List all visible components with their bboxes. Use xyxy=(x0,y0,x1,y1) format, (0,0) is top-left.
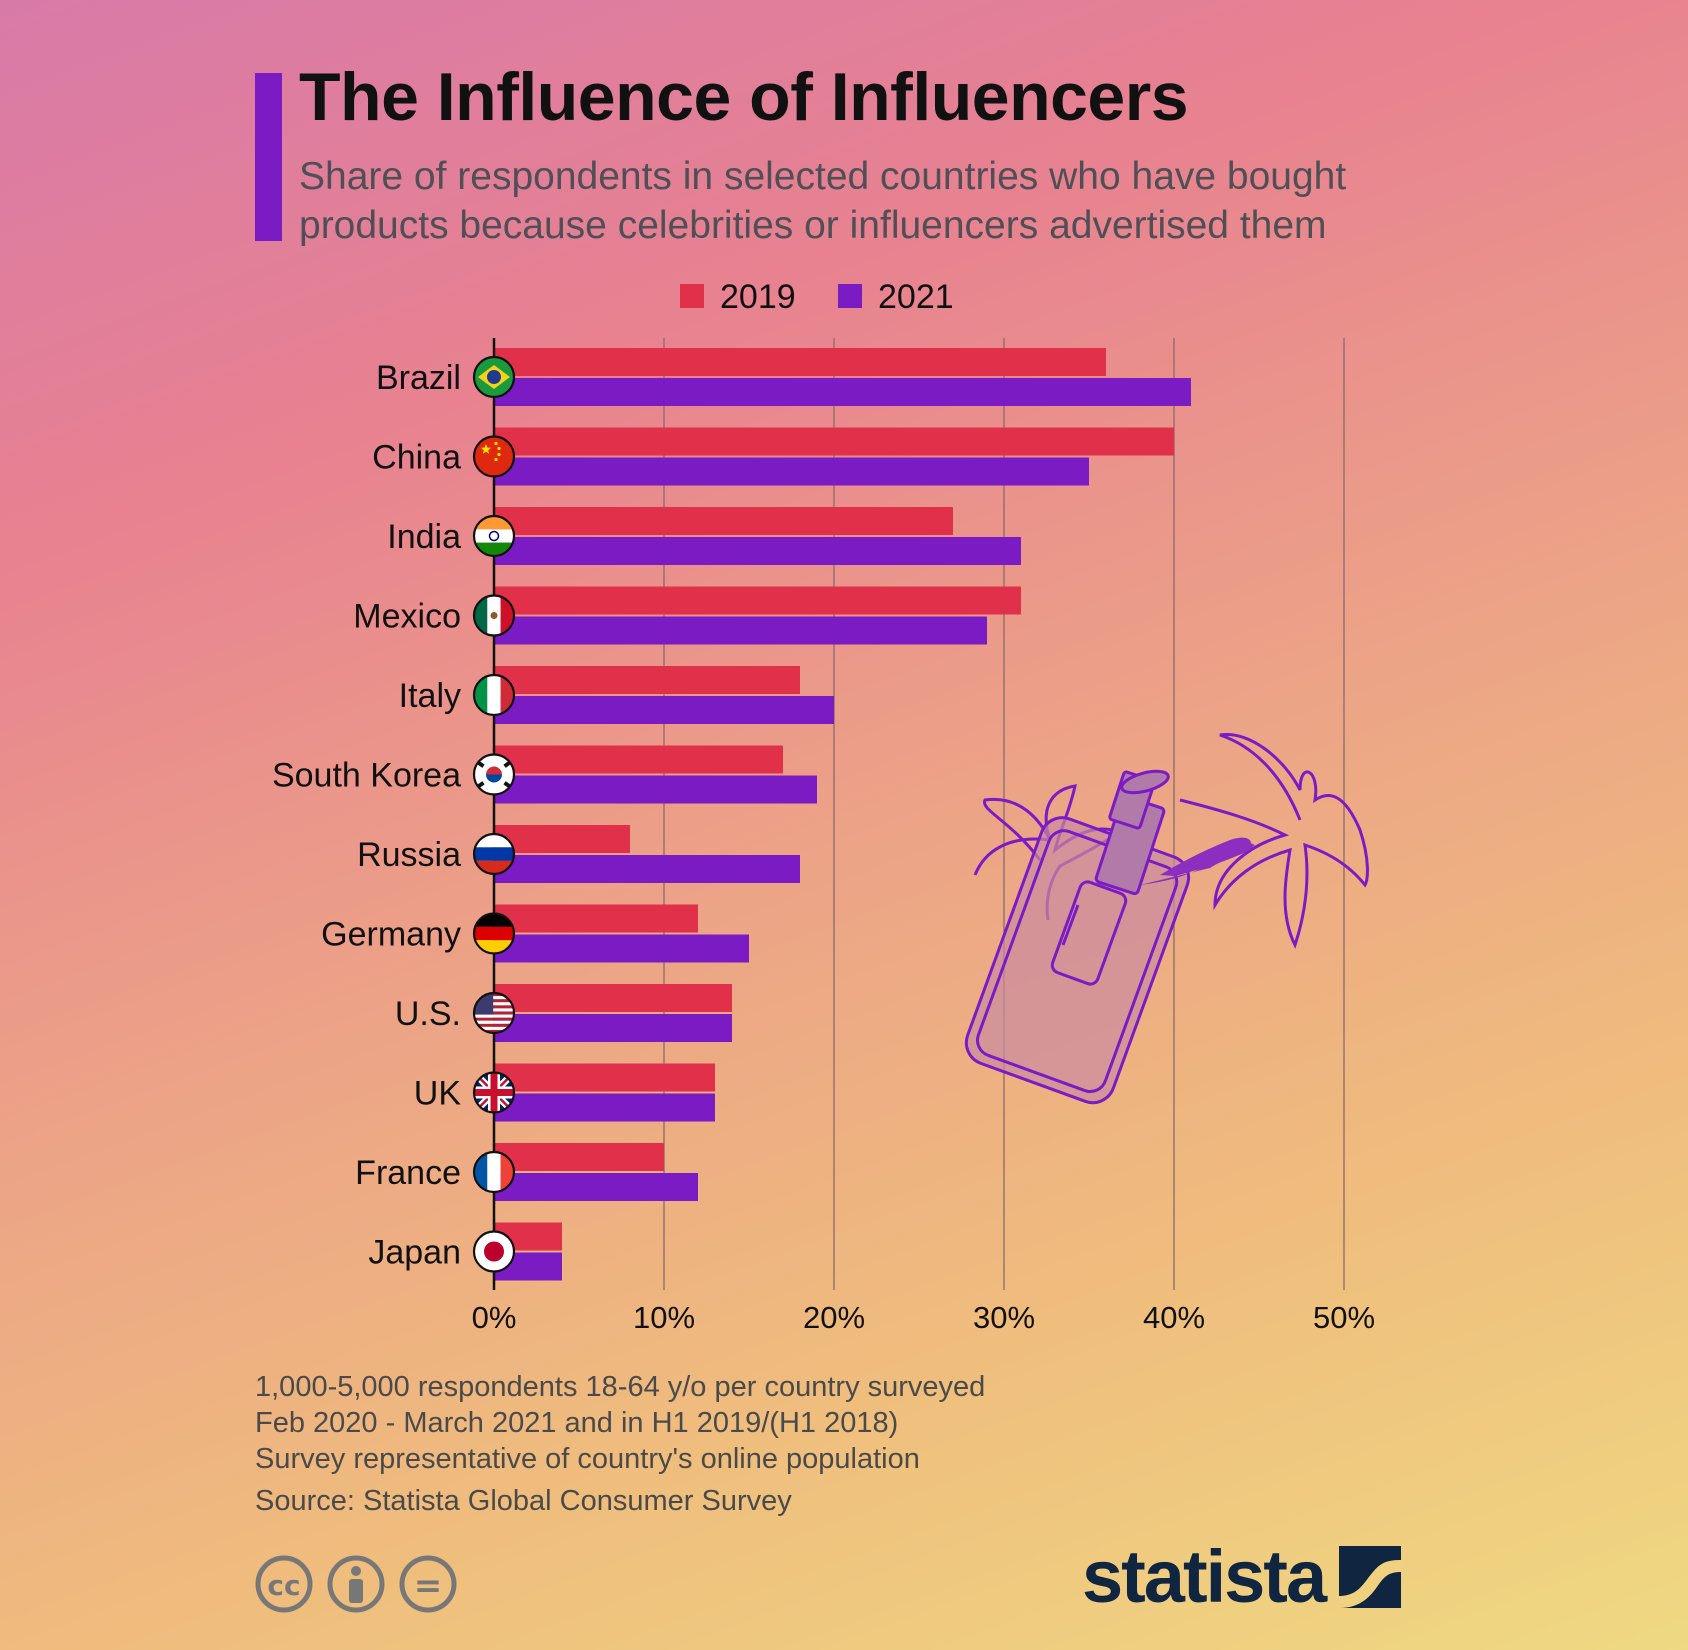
title-accent-bar xyxy=(255,73,282,241)
category-label: Russia xyxy=(357,836,461,874)
statista-logo-mark-icon xyxy=(1339,1546,1402,1608)
category-label: Brazil xyxy=(376,359,461,397)
bar-2019 xyxy=(494,745,783,774)
x-tick-label: 20% xyxy=(803,1300,865,1335)
statista-logo-text: statista xyxy=(1082,1535,1327,1618)
category-label: South Korea xyxy=(272,757,461,795)
bar-2019 xyxy=(494,1143,664,1171)
footnote-line-1: 1,000-5,000 respondents 18-64 y/o per co… xyxy=(255,1371,986,1403)
us-flag-icon xyxy=(472,991,516,1035)
bar-2021 xyxy=(494,696,834,724)
bar-chart: Brazil China India Mexico Italy South Korea Ru… xyxy=(272,278,1375,1335)
bar-2019 xyxy=(494,348,1106,376)
page-title: The Influence of Influencers xyxy=(299,59,1189,135)
phone-icon xyxy=(964,816,1191,1105)
category-label: India xyxy=(387,518,461,556)
bar-2021 xyxy=(494,537,1021,565)
category-label: China xyxy=(372,439,461,477)
attribution-icon[interactable] xyxy=(327,1555,385,1613)
footnote-line-3: Survey representative of country's onlin… xyxy=(255,1443,920,1475)
bar-2021 xyxy=(494,934,749,963)
bar-2019 xyxy=(494,666,800,694)
x-tick-label: 30% xyxy=(973,1300,1035,1335)
no-derivatives-icon[interactable]: = xyxy=(399,1555,457,1613)
category-label: U.S. xyxy=(395,995,461,1033)
source-note: Source: Statista Global Consumer Survey xyxy=(255,1485,792,1517)
italy-flag-icon xyxy=(472,673,516,717)
bar-2021 xyxy=(494,457,1089,486)
china-flag-icon xyxy=(472,435,516,478)
x-tick-label: 0% xyxy=(472,1300,517,1335)
x-tick-labels: 0% 10% 20% 30% 40% 50% xyxy=(472,1300,1375,1335)
cc-text: cc xyxy=(267,1569,300,1602)
bar-2019 xyxy=(494,904,698,933)
legend-swatch-2019 xyxy=(680,284,704,308)
statista-logo[interactable]: statista xyxy=(1082,1535,1402,1618)
palm-tree-icon xyxy=(1179,732,1369,949)
bar-2021 xyxy=(494,1014,732,1042)
legend-swatch-2021 xyxy=(838,284,862,308)
bar-2021 xyxy=(494,1173,698,1201)
germany-flag-icon xyxy=(472,912,516,955)
category-labels: Brazil China India Mexico Italy South Korea Ru… xyxy=(272,359,461,1272)
category-label: Germany xyxy=(321,916,461,954)
bar-2019 xyxy=(494,586,1021,615)
bar-2019 xyxy=(494,984,732,1012)
legend-label-2021: 2021 xyxy=(878,278,954,316)
subtitle-line-1: Share of respondents in selected countri… xyxy=(299,155,1347,198)
bar-2019 xyxy=(494,1063,715,1092)
bar-2021 xyxy=(494,616,987,645)
mexico-flag-icon xyxy=(472,594,516,637)
japan-flag-icon xyxy=(472,1230,516,1273)
influencer-phone-illustration xyxy=(964,732,1369,1105)
x-tick-label: 40% xyxy=(1143,1300,1205,1335)
category-label: Mexico xyxy=(353,598,461,636)
grid-lines xyxy=(663,338,1345,1290)
bar-2021 xyxy=(494,1093,715,1122)
bar-2021 xyxy=(494,775,817,804)
france-flag-icon xyxy=(472,1150,516,1194)
equals-sign-text: = xyxy=(414,1566,443,1606)
category-label: France xyxy=(355,1154,461,1192)
russia-flag-icon xyxy=(472,832,516,876)
x-tick-label: 10% xyxy=(633,1300,695,1335)
subtitle-line-2: products because celebrities or influenc… xyxy=(299,204,1327,247)
footnote-line-2: Feb 2020 - March 2021 and in H1 2019/(H1… xyxy=(255,1407,899,1439)
category-label: Japan xyxy=(368,1234,461,1272)
x-tick-label: 50% xyxy=(1313,1300,1375,1335)
bar-2019 xyxy=(494,427,1174,456)
uk-flag-icon xyxy=(472,1071,516,1114)
bar-2019 xyxy=(494,507,953,535)
brazil-flag-icon xyxy=(472,355,516,399)
country-flags xyxy=(472,355,516,1273)
category-label: Italy xyxy=(399,677,461,715)
bar-2019 xyxy=(494,825,630,853)
bar-2021 xyxy=(494,378,1191,406)
creative-commons-icon[interactable]: cc xyxy=(255,1555,313,1613)
legend-label-2019: 2019 xyxy=(720,278,796,316)
india-flag-icon xyxy=(472,514,516,558)
bars xyxy=(494,348,1191,1281)
south-korea-flag-icon xyxy=(472,753,516,796)
bar-2021 xyxy=(494,855,800,883)
legend: 2019 2021 xyxy=(680,278,954,316)
license-icons: cc = xyxy=(255,1555,457,1613)
lipstick-icon xyxy=(1094,769,1255,896)
category-label: UK xyxy=(414,1075,462,1113)
